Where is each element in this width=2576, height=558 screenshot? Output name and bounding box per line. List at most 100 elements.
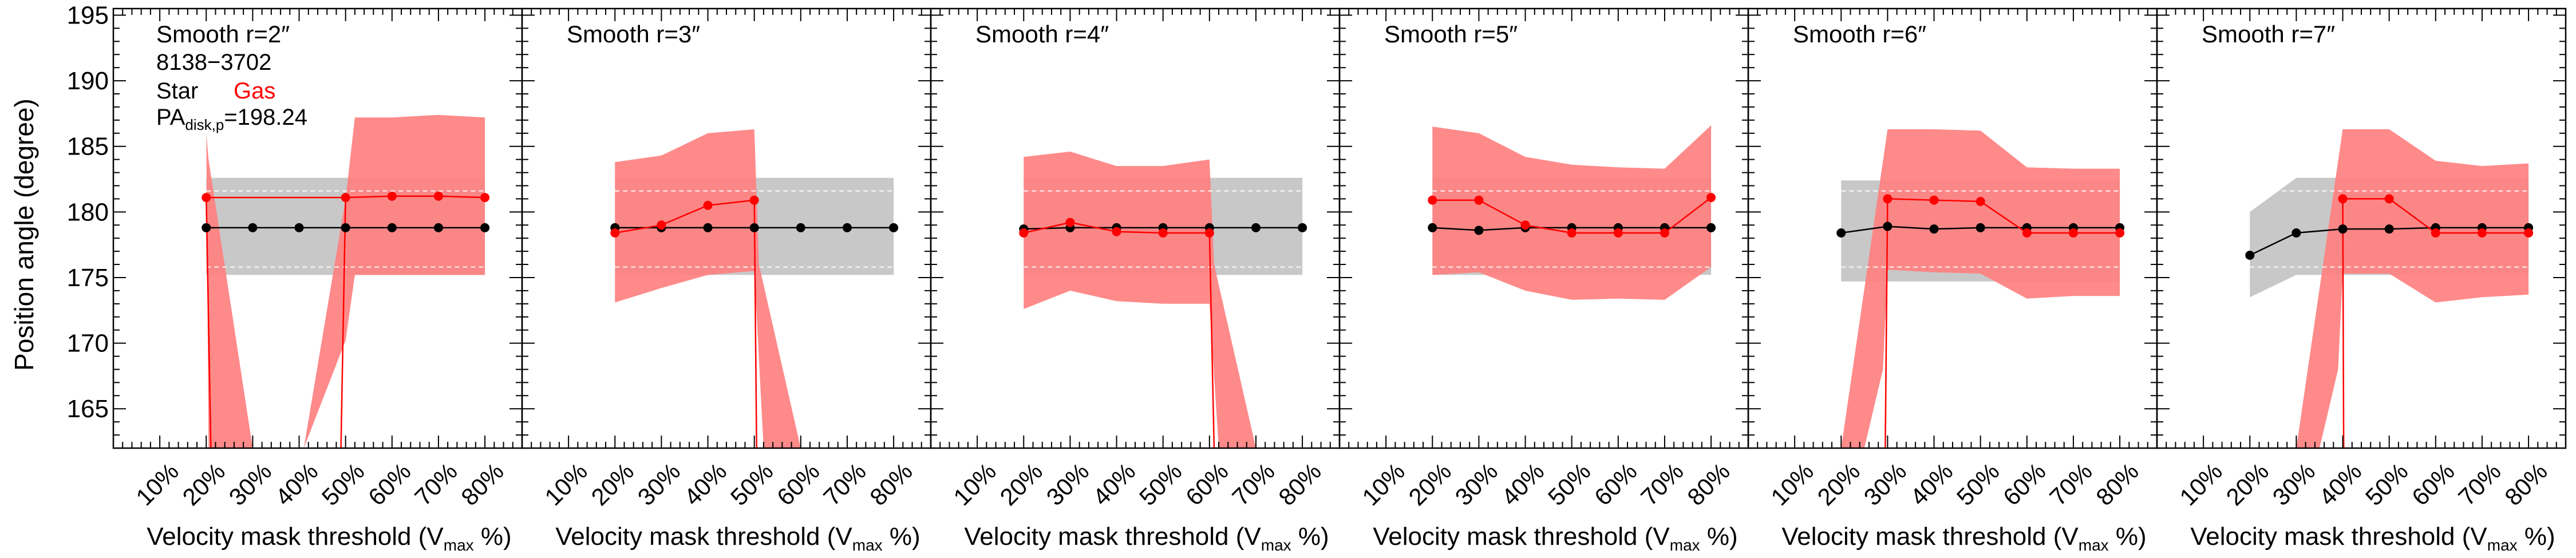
x-axis-label-tail: %) [2518,523,2555,551]
y-axis-label: Position angle (degree) [9,98,39,371]
gas-data-point [387,191,397,201]
x-axis-label-sub: max [444,536,474,554]
gas-data-point [2022,228,2032,238]
x-tick-label: 40% [679,458,732,511]
x-axis-label-sub: max [1670,536,1700,554]
y-tick-label: 170 [67,330,109,358]
panel-plot-area [1836,129,2125,448]
star-data-point [889,223,899,232]
x-axis-label-tail: %) [1291,523,1329,551]
star-data-point [749,223,759,232]
panel-title: Smooth r=6″ [1793,21,1926,48]
x-tick-label: 70% [409,458,463,511]
star-data-point [387,223,397,232]
gas-series-line [1887,198,2120,234]
panel-plot-area [1428,125,1716,300]
panel-4: 10%20%30%40%50%60%70%80% Velocity mask th… [1338,7,1749,554]
gas-data-point [202,193,211,203]
gas-data-point [1520,220,1530,230]
gas-data-point [2431,228,2440,238]
star-data-point [2245,250,2255,260]
star-data-point [1474,225,1484,235]
x-tick-label: 20% [2221,458,2274,511]
x-axis-label: Velocity mask threshold (Vmax %) [1781,523,2146,554]
y-tick-label: 180 [67,198,109,226]
gas-data-point [1567,228,1577,238]
x-tick-label: 80% [1682,458,1735,511]
star-data-point [1428,223,1437,232]
gas-data-point [1474,195,1484,205]
y-tick-label: 165 [67,395,109,423]
legend-gas-label: Gas [234,78,275,104]
gas-uncertainty-band-1 [1432,125,1712,300]
y-tick-label: 190 [67,67,109,95]
panel-1: 165 170 175 180 185 190 195 10%20%30%40%50%60%7… [67,1,523,554]
gas-data-point [1660,228,1669,238]
x-tick-label: 10% [1765,458,1819,511]
x-tick-label: 50% [317,458,370,511]
x-tick-label: 20% [177,458,230,511]
x-tick-label: 20% [1812,458,1865,511]
x-axis-label-main: Velocity mask threshold (V [1781,523,2079,551]
x-tick-label: 70% [818,458,871,511]
gas-data-point [2338,194,2348,204]
x-axis-label: Velocity mask threshold (Vmax %) [1373,523,1737,554]
gas-data-point [1613,228,1623,238]
x-axis-label-main: Velocity mask threshold (V [147,523,444,551]
x-tick-label: 80% [456,458,509,511]
gas-data-point [1112,227,1121,236]
pa-label-sub: disk,p [185,116,224,133]
panel-3: 10%20%30%40%50%60%70%80% Velocity mask th… [930,7,1341,554]
star-data-point [480,223,490,232]
x-tick-label: 70% [1635,458,1689,511]
panel-title: Smooth r=4″ [975,21,1109,48]
gas-data-point [1976,197,1985,207]
pa-label-value: =198.24 [224,105,307,130]
gas-data-point [749,195,759,205]
x-tick-label: 80% [2499,458,2553,511]
x-axis-label-main: Velocity mask threshold (V [1373,523,1670,551]
gas-data-point [1019,228,1029,238]
panel-title: Smooth r=5″ [1384,21,1518,48]
x-tick-label: 40% [270,458,323,511]
x-axis-label-tail: %) [2109,523,2147,551]
gas-uncertainty-band-1 [1841,129,2120,448]
star-data-point [1883,221,1893,231]
star-data-point [703,223,713,232]
x-axis-label-tail: %) [474,523,512,551]
gas-series-line [615,199,754,234]
panel-title: Smooth r=2″ [156,21,290,48]
y-tick-label: 195 [67,1,109,29]
x-tick-label: 50% [725,458,779,511]
x-axis-label-sub: max [2079,536,2109,554]
x-tick-label: 10% [948,458,1001,511]
x-axis-label-sub: max [1261,536,1291,554]
x-tick-label: 10% [2174,458,2227,511]
x-tick-label: 40% [1088,458,1141,511]
x-tick-label: 30% [1041,458,1095,511]
x-tick-label: 50% [1543,458,1596,511]
x-tick-label: 20% [994,458,1048,511]
star-data-point [2291,228,2301,238]
gas-data-point [341,193,350,203]
gas-uncertainty-band-1 [1024,151,1256,448]
panel-plot-area [1019,151,1307,448]
gas-uncertainty-band-1 [206,133,253,448]
x-tick-label: 10% [131,458,184,511]
x-tick-label: 30% [1450,458,1503,511]
galaxy-id-label: 8138−3702 [156,50,271,75]
gas-data-point [1158,228,1168,238]
gas-data-point [480,193,490,203]
x-tick-label: 60% [1589,458,1642,511]
x-axis-label-sub: max [852,536,883,554]
x-tick-label: 30% [633,458,686,511]
x-tick-label: 80% [1273,458,1326,511]
gas-data-point [703,200,713,210]
gas-data-point [433,191,443,201]
star-data-point [1706,223,1716,232]
gas-data-point [1204,228,1214,238]
x-tick-label: 60% [772,458,825,511]
gas-data-point [1929,195,1939,205]
x-tick-label: 70% [2453,458,2506,511]
